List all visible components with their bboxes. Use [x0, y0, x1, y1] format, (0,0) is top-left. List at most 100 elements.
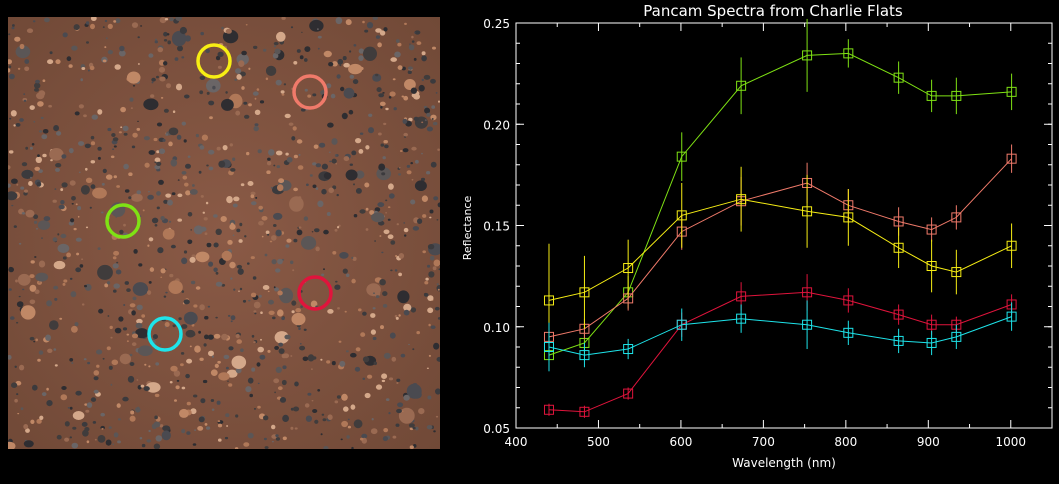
pebble [267, 290, 270, 293]
pebble [8, 288, 12, 291]
pebble [198, 416, 205, 423]
pebble [317, 47, 320, 50]
pebble [421, 195, 428, 202]
pebble [6, 183, 11, 188]
pebble [302, 356, 309, 362]
pebble [359, 66, 364, 71]
pebble [238, 60, 245, 67]
pebble [18, 242, 22, 245]
pebble [215, 228, 222, 235]
pebble [69, 406, 73, 410]
pebble [189, 189, 198, 195]
pebble [29, 105, 35, 110]
pebble [379, 279, 386, 286]
pebble [273, 212, 283, 220]
data-point [951, 212, 962, 223]
pebble [379, 30, 386, 36]
target-circle-yellow-target [196, 43, 232, 79]
pebble [204, 232, 208, 235]
pebble [200, 195, 204, 198]
pebble [235, 367, 242, 374]
pebble [296, 229, 303, 236]
pebble [176, 134, 182, 140]
pebble [305, 415, 312, 422]
data-point [623, 263, 634, 274]
data-point [802, 319, 813, 330]
pebble [435, 388, 441, 395]
pebble [321, 413, 325, 416]
pebble [273, 45, 277, 48]
pebble [167, 40, 171, 45]
pebble [195, 251, 210, 263]
pebble [140, 384, 145, 388]
pebble [89, 206, 92, 209]
pebble [35, 338, 38, 342]
pebble [421, 152, 423, 155]
pebble [327, 309, 334, 314]
pebble [36, 227, 38, 230]
pebble [364, 182, 370, 188]
data-point [543, 342, 554, 352]
pebble [323, 172, 332, 180]
pebble [102, 168, 107, 174]
pebble [264, 446, 269, 450]
pebble [244, 114, 250, 119]
pebble [32, 20, 36, 23]
pebble [93, 370, 100, 376]
pebble [323, 50, 332, 58]
pebble [350, 352, 357, 358]
pebble [143, 136, 150, 141]
pebble [230, 315, 236, 321]
pebble [395, 39, 400, 43]
pebble [303, 216, 309, 221]
pebble [129, 353, 133, 357]
pebble [197, 426, 204, 431]
pebble [104, 46, 107, 49]
data-point [893, 242, 904, 253]
pebble [198, 330, 202, 334]
data-point [951, 90, 962, 101]
pebble [315, 163, 322, 168]
pebble [322, 418, 327, 422]
pebble [296, 139, 303, 144]
pebble [200, 226, 207, 232]
pebble [132, 132, 138, 138]
pebble [37, 101, 44, 107]
pebble [86, 440, 90, 444]
pebble [75, 203, 78, 206]
pebble [129, 97, 134, 102]
pebble [285, 244, 290, 248]
pebble [156, 191, 161, 196]
pebble [292, 126, 297, 131]
pebble [153, 338, 156, 340]
pebble [345, 19, 352, 26]
pebble [170, 159, 178, 167]
pebble [371, 418, 374, 421]
pebble [61, 182, 68, 188]
pebble [34, 256, 37, 258]
data-point [736, 313, 747, 324]
pebble [403, 303, 412, 312]
pebble [184, 94, 190, 99]
data-point [893, 309, 904, 320]
pebble [342, 268, 348, 274]
pebble [312, 356, 317, 360]
pebble [177, 45, 183, 52]
pebble [113, 145, 117, 148]
pebble [403, 132, 409, 137]
pebble [71, 325, 78, 333]
pebble [208, 166, 214, 171]
pebble [301, 31, 303, 33]
pebble [78, 171, 81, 173]
pebble [247, 181, 254, 186]
pebble [13, 225, 17, 228]
pebble [340, 438, 343, 441]
pebble [15, 45, 31, 59]
pebble [163, 199, 169, 204]
pebble [258, 294, 262, 298]
pebble [293, 238, 298, 243]
pebble [37, 154, 40, 158]
pebble [6, 165, 11, 170]
pebble [84, 427, 90, 432]
pebble [385, 107, 389, 111]
